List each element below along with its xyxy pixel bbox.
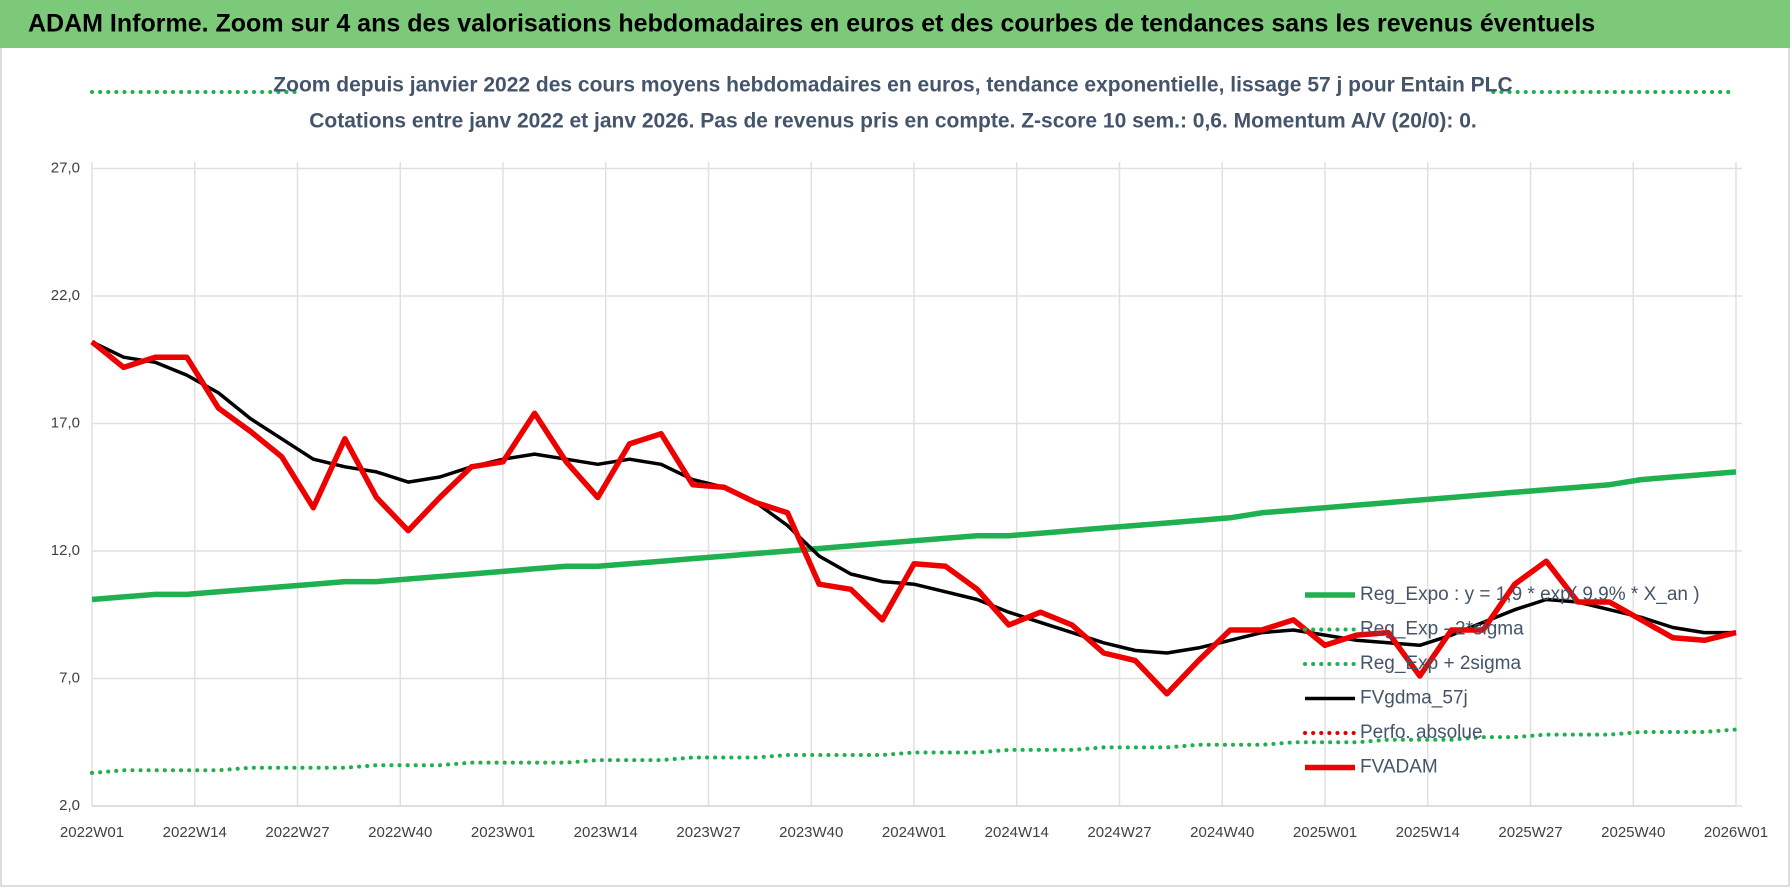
legend-label: Reg_Exp + 2sigma <box>1360 653 1521 674</box>
chart-title: ADAM Informe. Zoom sur 4 ans des valoris… <box>28 10 1595 38</box>
y-tick-label: 22,0 <box>51 287 80 304</box>
x-tick-label: 2023W27 <box>676 824 740 841</box>
legend-label: FVADAM <box>1360 757 1438 778</box>
x-tick-label: 2024W14 <box>985 824 1049 841</box>
x-tick-label: 2022W14 <box>163 824 227 841</box>
x-tick-label: 2026W01 <box>1704 824 1768 841</box>
x-tick-label: 2025W40 <box>1601 824 1665 841</box>
x-tick-label: 2025W01 <box>1293 824 1357 841</box>
subtitle-bg <box>298 66 1488 138</box>
x-tick-label: 2025W27 <box>1498 824 1562 841</box>
x-tick-label: 2024W01 <box>882 824 946 841</box>
series-line <box>90 727 1738 775</box>
legend-label: FVgdma_57j <box>1360 688 1468 709</box>
y-tick-label: 7,0 <box>59 669 80 686</box>
series-line <box>91 469 1737 603</box>
x-tick-label: 2023W14 <box>574 824 638 841</box>
legend-label: Reg_Exp - 2*sigma <box>1360 619 1524 640</box>
series-line <box>90 339 1737 697</box>
legend: Reg_Expo : y = 1,9 * exp( 9,9% * X_an ) R… <box>1303 584 1700 778</box>
x-tick-label: 2022W01 <box>60 824 124 841</box>
y-tick-label: 12,0 <box>51 542 80 559</box>
subtitle: Zoom depuis janvier 2022 des cours moyen… <box>273 74 1512 97</box>
x-tick-label: 2024W40 <box>1190 824 1254 841</box>
x-tick-label: 2024W27 <box>1087 824 1151 841</box>
y-tick-label: 2,0 <box>59 797 80 814</box>
legend-label: Perfo. absolue <box>1360 722 1483 743</box>
x-tick-label: 2022W27 <box>265 824 329 841</box>
y-tick-label: 27,0 <box>51 159 80 176</box>
x-tick-label: 2025W14 <box>1396 824 1460 841</box>
x-tick-label: 2023W40 <box>779 824 843 841</box>
x-tick-label: 2023W01 <box>471 824 535 841</box>
subtitle: Cotations entre janv 2022 et janv 2026. … <box>309 110 1477 133</box>
y-tick-label: 17,0 <box>51 414 80 431</box>
x-tick-label: 2022W40 <box>368 824 432 841</box>
legend-label: Reg_Expo : y = 1,9 * exp( 9,9% * X_an ) <box>1360 584 1700 605</box>
header-bar <box>0 0 1790 48</box>
